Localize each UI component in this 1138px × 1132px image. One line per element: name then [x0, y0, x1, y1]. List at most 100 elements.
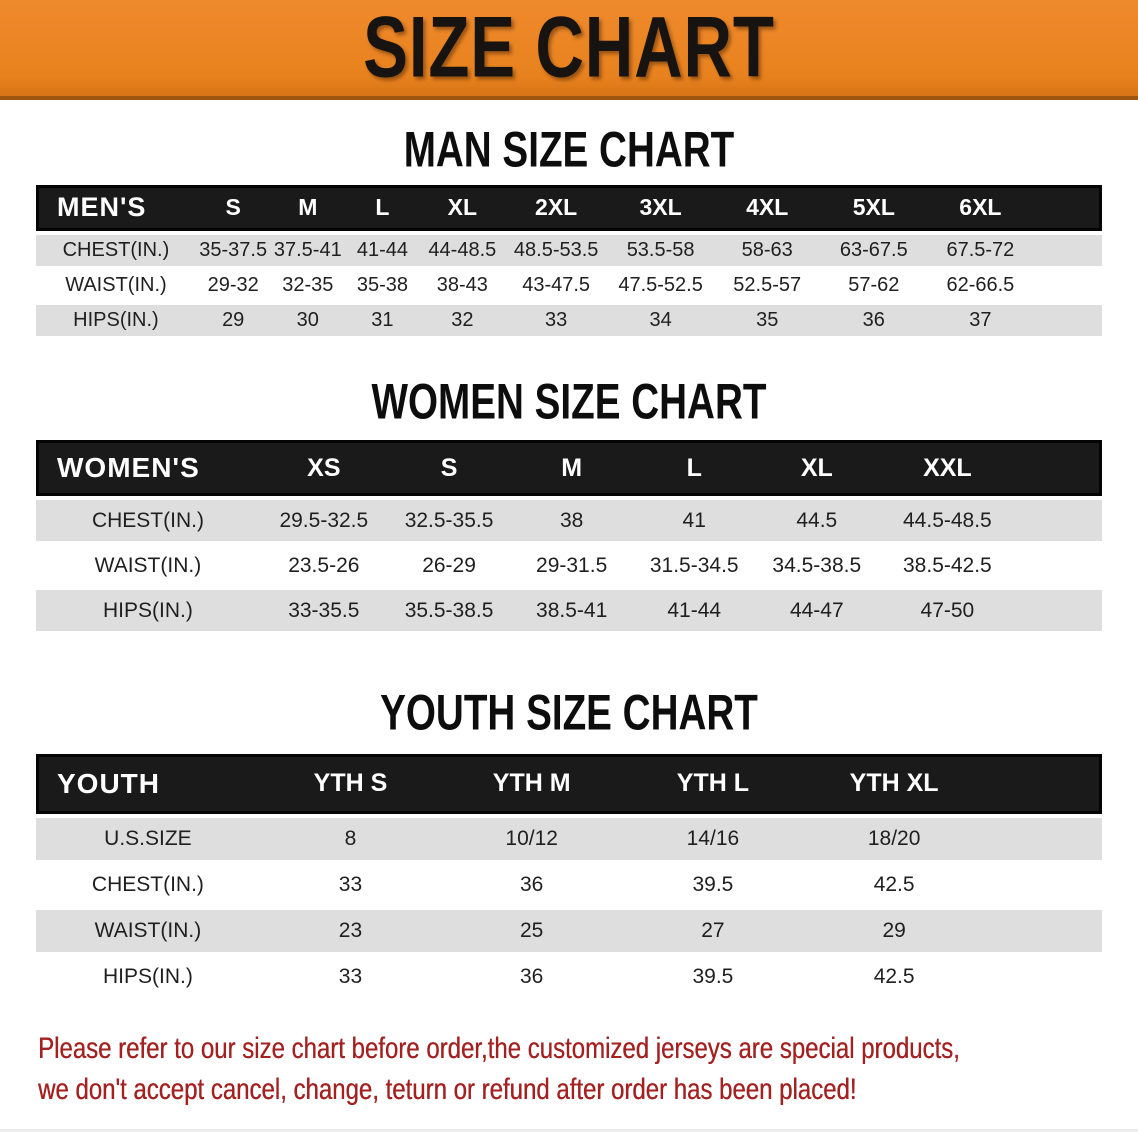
measurement-value: 37	[927, 304, 1034, 336]
measurement-label: U.S.SIZE	[36, 817, 260, 860]
table-corner-label: WOMEN'S	[36, 440, 260, 497]
measurement-value: 14/16	[622, 817, 804, 860]
measurement-value: 27	[622, 909, 804, 952]
header-spacer-cell	[1016, 440, 1102, 497]
row-spacer-cell	[984, 817, 1102, 860]
measurement-value: 25	[441, 909, 623, 952]
size-column-header: 2XL	[504, 184, 608, 231]
women-section: WOMEN SIZE CHART WOMEN'S XS S M L XL XXL CHEST(…	[0, 372, 1138, 636]
size-column-header: YTH L	[622, 753, 804, 814]
table-corner-label: YOUTH	[36, 753, 260, 814]
measurement-value: 47.5-52.5	[607, 269, 714, 301]
table-row: WAIST(IN.) 23.5-26 26-29 29-31.5 31.5-34.5 34…	[36, 545, 1102, 587]
table-row: CHEST(IN.) 33 36 39.5 42.5	[36, 863, 1102, 906]
measurement-value: 32	[419, 304, 505, 336]
row-spacer-cell	[1016, 590, 1102, 632]
size-column-header: L	[345, 184, 420, 231]
row-spacer-cell	[1016, 500, 1102, 542]
table-header-row: MEN'S S M L XL 2XL 3XL 4XL 5XL 6XL	[36, 184, 1102, 231]
size-column-header: XXL	[878, 440, 1017, 497]
size-column-header: M	[270, 184, 346, 231]
size-column-header: 5XL	[820, 184, 928, 231]
measurement-value: 63-67.5	[820, 234, 928, 266]
row-spacer-cell	[984, 955, 1102, 998]
measurement-value: 35	[713, 304, 821, 336]
row-spacer-cell	[1033, 234, 1102, 266]
measurement-value: 29-32	[195, 269, 271, 301]
measurement-value: 57-62	[820, 269, 928, 301]
measurement-value: 36	[441, 863, 623, 906]
measurement-value: 33	[259, 863, 442, 906]
measurement-value: 41	[632, 500, 756, 542]
youth-section: YOUTH SIZE CHART YOUTH YTH S YTH M YTH L YTH…	[0, 684, 1138, 1002]
size-column-header: XL	[419, 184, 505, 231]
measurement-value: 44.5	[755, 500, 879, 542]
measurement-value: 42.5	[803, 863, 985, 906]
measurement-value: 31	[345, 304, 420, 336]
measurement-value: 62-66.5	[927, 269, 1034, 301]
measurement-value: 26-29	[387, 545, 511, 587]
table-row: CHEST(IN.) 35-37.5 37.5-41 41-44 44-48.5 48.5…	[36, 234, 1102, 266]
notice-line-2: we don't accept cancel, change, teturn o…	[38, 1073, 857, 1107]
measurement-value: 53.5-58	[607, 234, 714, 266]
measurement-value: 47-50	[878, 590, 1017, 632]
size-column-header: S	[195, 184, 271, 231]
measurement-value: 35-38	[345, 269, 420, 301]
measurement-value: 29	[803, 909, 985, 952]
size-column-header: XS	[259, 440, 388, 497]
measurement-value: 18/20	[803, 817, 985, 860]
measurement-value: 29-31.5	[510, 545, 633, 587]
youth-size-table: YOUTH YTH S YTH M YTH L YTH XL U.S.SIZE 8 10/12…	[36, 750, 1102, 1002]
size-column-header: M	[510, 440, 633, 497]
measurement-label: HIPS(IN.)	[36, 590, 260, 632]
measurement-value: 29.5-32.5	[259, 500, 388, 542]
measurement-value: 58-63	[713, 234, 821, 266]
measurement-label: WAIST(IN.)	[36, 909, 260, 952]
measurement-value: 32-35	[270, 269, 346, 301]
measurement-value: 10/12	[441, 817, 623, 860]
measurement-value: 44-48.5	[419, 234, 505, 266]
measurement-value: 35-37.5	[195, 234, 271, 266]
measurement-label: WAIST(IN.)	[36, 545, 260, 587]
men-size-table: MEN'S S M L XL 2XL 3XL 4XL 5XL 6XL CHEST(IN.) 35-37…	[36, 181, 1102, 340]
size-column-header: L	[632, 440, 756, 497]
measurement-label: WAIST(IN.)	[36, 269, 196, 301]
measurement-value: 48.5-53.5	[504, 234, 608, 266]
size-column-header: S	[387, 440, 511, 497]
table-row: WAIST(IN.) 29-32 32-35 35-38 38-43 43-47.5 47.…	[36, 269, 1102, 301]
measurement-value: 38	[510, 500, 633, 542]
women-size-table: WOMEN'S XS S M L XL XXL CHEST(IN.) 29.5-32.5 32.5…	[36, 436, 1102, 635]
size-column-header: YTH S	[259, 753, 442, 814]
women-section-heading: WOMEN SIZE CHART	[371, 372, 767, 429]
youth-section-heading: YOUTH SIZE CHART	[380, 684, 758, 741]
row-spacer-cell	[1016, 545, 1102, 587]
measurement-value: 38-43	[419, 269, 505, 301]
size-column-header: XL	[755, 440, 879, 497]
table-row: HIPS(IN.) 33-35.5 35.5-38.5 38.5-41 41-44 44-…	[36, 590, 1102, 632]
row-spacer-cell	[984, 909, 1102, 952]
measurement-label: CHEST(IN.)	[36, 234, 196, 266]
size-column-header: 6XL	[927, 184, 1034, 231]
measurement-value: 43-47.5	[504, 269, 608, 301]
row-spacer-cell	[1033, 304, 1102, 336]
table-corner-label: MEN'S	[36, 184, 196, 231]
measurement-value: 39.5	[622, 863, 804, 906]
measurement-value: 23.5-26	[259, 545, 388, 587]
measurement-value: 29	[195, 304, 271, 336]
table-header-row: WOMEN'S XS S M L XL XXL	[36, 440, 1102, 497]
measurement-label: HIPS(IN.)	[36, 304, 196, 336]
table-row: HIPS(IN.) 33 36 39.5 42.5	[36, 955, 1102, 998]
measurement-value: 37.5-41	[270, 234, 346, 266]
measurement-label: CHEST(IN.)	[36, 863, 260, 906]
measurement-value: 38.5-41	[510, 590, 633, 632]
notice-line-1: Please refer to our size chart before or…	[38, 1031, 960, 1065]
row-spacer-cell	[984, 863, 1102, 906]
measurement-value: 23	[259, 909, 442, 952]
measurement-value: 8	[259, 817, 442, 860]
size-column-header: 4XL	[713, 184, 821, 231]
measurement-value: 36	[820, 304, 928, 336]
measurement-value: 41-44	[632, 590, 756, 632]
size-column-header: YTH XL	[803, 753, 985, 814]
measurement-value: 35.5-38.5	[387, 590, 511, 632]
